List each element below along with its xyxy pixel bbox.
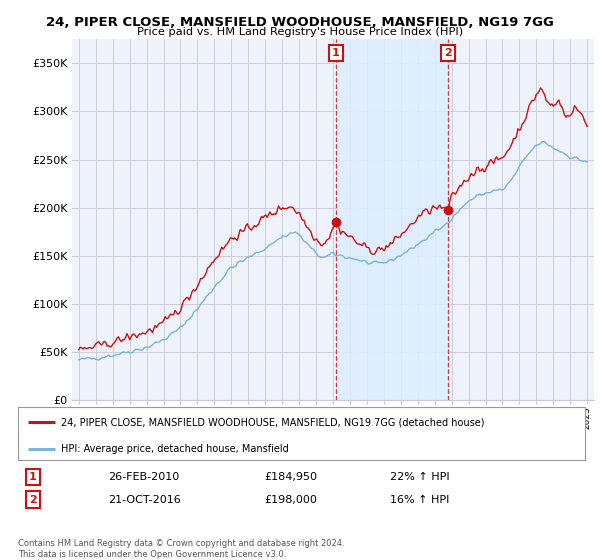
Text: 2: 2	[29, 494, 37, 505]
Text: 24, PIPER CLOSE, MANSFIELD WOODHOUSE, MANSFIELD, NG19 7GG (detached house): 24, PIPER CLOSE, MANSFIELD WOODHOUSE, MA…	[61, 417, 484, 427]
Text: 1: 1	[332, 48, 340, 58]
Text: HPI: Average price, detached house, Mansfield: HPI: Average price, detached house, Mans…	[61, 444, 288, 454]
Text: 21-OCT-2016: 21-OCT-2016	[108, 494, 181, 505]
Text: Contains HM Land Registry data © Crown copyright and database right 2024.
This d: Contains HM Land Registry data © Crown c…	[18, 539, 344, 559]
Text: 2: 2	[445, 48, 452, 58]
Bar	[335, 39, 448, 400]
Text: £198,000: £198,000	[264, 494, 317, 505]
Text: 24, PIPER CLOSE, MANSFIELD WOODHOUSE, MANSFIELD, NG19 7GG: 24, PIPER CLOSE, MANSFIELD WOODHOUSE, MA…	[46, 16, 554, 29]
Text: 22% ↑ HPI: 22% ↑ HPI	[390, 472, 449, 482]
Text: 26-FEB-2010: 26-FEB-2010	[108, 472, 179, 482]
Text: 1: 1	[29, 472, 37, 482]
Text: 16% ↑ HPI: 16% ↑ HPI	[390, 494, 449, 505]
Text: £184,950: £184,950	[264, 472, 317, 482]
Text: Price paid vs. HM Land Registry's House Price Index (HPI): Price paid vs. HM Land Registry's House …	[137, 27, 463, 37]
